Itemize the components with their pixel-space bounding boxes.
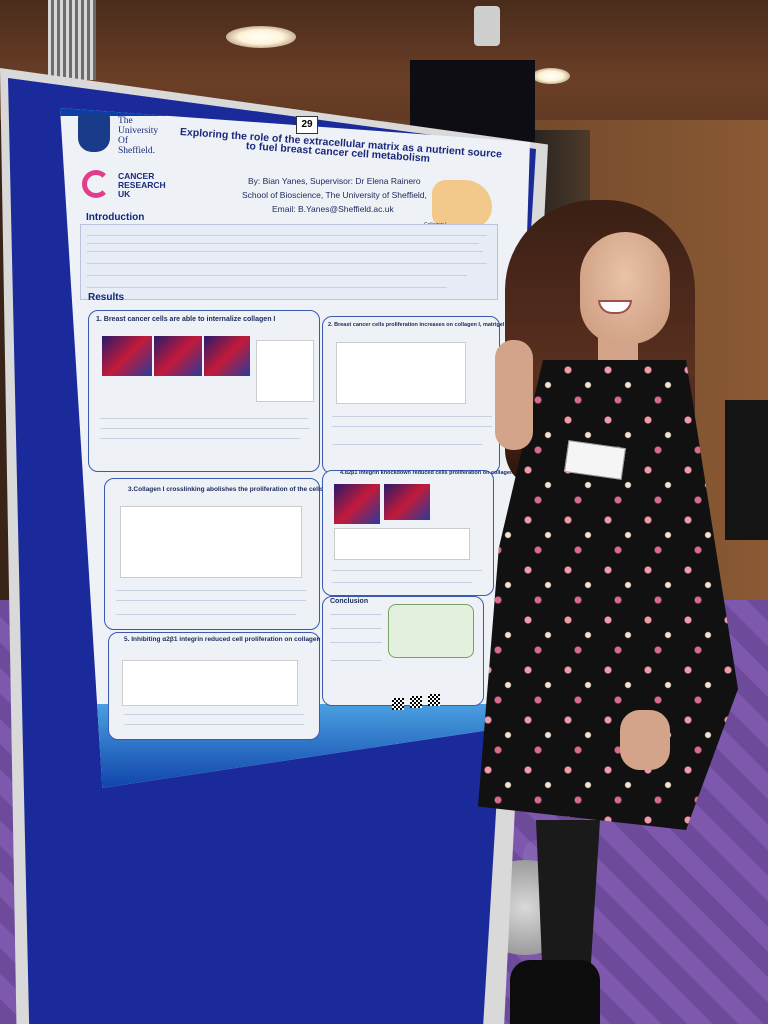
violin-plot-figure bbox=[256, 340, 314, 402]
integrin-inhibition-chart-figure bbox=[122, 660, 298, 706]
panel-1-title: 1. Breast cancer cells are able to inter… bbox=[96, 316, 276, 323]
microscopy-image bbox=[384, 484, 430, 520]
panel-3-title: 3.Collagen I crosslinking abolishes the … bbox=[128, 486, 377, 493]
cancer-research-logo bbox=[82, 170, 110, 198]
microscopy-image bbox=[154, 336, 202, 376]
poster-author: By: Bian Yanes, Supervisor: Dr Elena Rai… bbox=[248, 176, 421, 186]
poster-affiliation: School of Bioscience, The University of … bbox=[242, 190, 427, 200]
air-vent bbox=[48, 0, 96, 80]
cancer-research-wordmark: CANCER RESEARCH UK bbox=[118, 171, 166, 199]
person-boots bbox=[510, 960, 600, 1024]
university-crest-logo bbox=[78, 114, 110, 152]
panel-5-title: 5. Inhibiting α2β1 integrin reduced cell… bbox=[124, 636, 377, 643]
qr-code bbox=[428, 694, 440, 706]
knockdown-chart-figure bbox=[334, 528, 470, 560]
qr-code bbox=[392, 698, 404, 710]
microscopy-image bbox=[102, 336, 152, 376]
qr-code bbox=[410, 696, 422, 708]
university-wordmark: The University Of Sheffield. bbox=[118, 116, 159, 156]
proliferation-chart-figure bbox=[120, 506, 302, 578]
smoke-detector bbox=[474, 6, 500, 46]
introduction-heading: Introduction bbox=[86, 212, 145, 223]
conclusion-diagram bbox=[388, 604, 474, 658]
poster-email: Email: B.Yanes@Sheffield.ac.uk bbox=[272, 204, 394, 214]
ceiling-light bbox=[226, 26, 296, 48]
panel-4-title: 4.α2β1 integrin knockdown reduced cells … bbox=[340, 470, 561, 476]
microscopy-image bbox=[204, 336, 250, 376]
growth-curve-figure bbox=[336, 342, 466, 404]
cabinet bbox=[725, 400, 768, 540]
person-raised-hand bbox=[495, 340, 533, 450]
person-face bbox=[580, 232, 670, 344]
board-number: 29 bbox=[296, 116, 318, 134]
microscopy-image bbox=[334, 484, 380, 524]
results-heading: Results bbox=[88, 292, 125, 303]
ceiling-light bbox=[532, 68, 570, 84]
panel-2-title: 2. Breast cancer cells proliferation inc… bbox=[328, 322, 575, 328]
person-hand bbox=[620, 710, 670, 770]
cell-diagram-illustration bbox=[432, 180, 492, 228]
conclusion-heading: Conclusion bbox=[330, 598, 369, 605]
introduction-text-block bbox=[80, 224, 498, 300]
